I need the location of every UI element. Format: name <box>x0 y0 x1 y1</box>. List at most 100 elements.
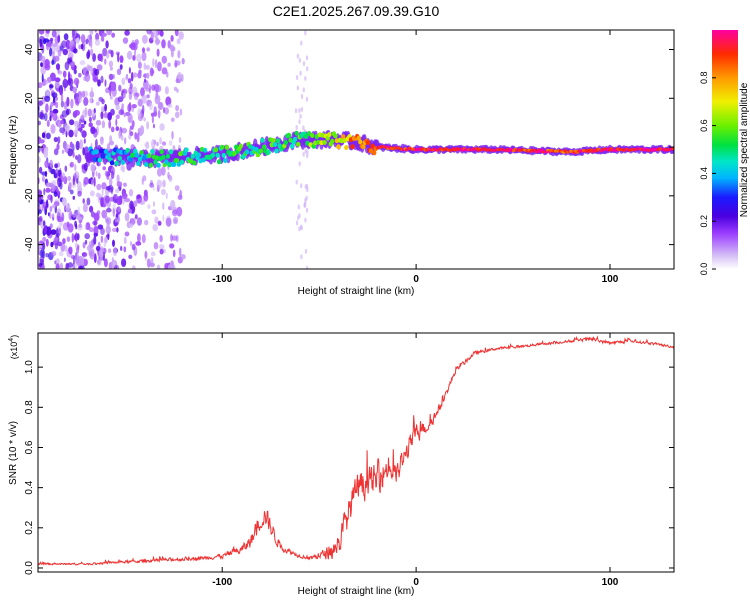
ridge-cell <box>148 162 154 168</box>
noise-speckle <box>46 199 49 208</box>
noise-speckle <box>90 48 94 56</box>
ridge-cell <box>159 149 164 155</box>
noise-speckle <box>139 125 145 135</box>
noise-speckle <box>169 265 175 269</box>
noise-speckle <box>95 138 98 149</box>
noise-speckle <box>90 38 93 49</box>
noise-speckle <box>136 194 141 199</box>
noise-speckle <box>63 257 66 262</box>
noise-speckle <box>70 98 74 109</box>
noise-speckle <box>134 132 138 140</box>
noise-speckle <box>96 258 102 266</box>
noise-speckle <box>86 197 91 206</box>
noise-speckle <box>75 140 80 151</box>
noise-speckle <box>123 236 127 245</box>
noise-speckle <box>72 175 75 186</box>
ridge-cell <box>92 157 98 163</box>
noise-speckle <box>153 106 157 115</box>
noise-speckle <box>69 189 74 195</box>
noise-speckle <box>124 212 130 222</box>
noise-speckle <box>108 120 112 129</box>
noise-speckle <box>51 92 58 98</box>
noise-speckle <box>64 165 68 172</box>
noise-speckle <box>80 34 86 44</box>
ridge-cell <box>261 144 267 150</box>
noise-speckle <box>303 202 307 208</box>
noise-speckle <box>95 32 100 42</box>
noise-speckle <box>100 235 104 243</box>
colorbar-tick-label: 0.8 <box>699 72 709 85</box>
noise-speckle <box>63 82 66 92</box>
noise-speckle <box>118 84 122 92</box>
noise-speckle <box>163 106 165 114</box>
y-tick-label: -20 <box>24 188 35 203</box>
noise-speckle <box>62 238 66 245</box>
noise-speckle <box>71 255 75 260</box>
noise-speckle <box>73 171 80 180</box>
noise-speckle <box>89 190 95 197</box>
noise-speckle <box>105 195 110 204</box>
noise-speckle <box>108 49 112 54</box>
snr-scale-label: (x104) <box>8 335 19 359</box>
noise-speckle <box>51 30 57 38</box>
noise-speckle <box>74 242 78 249</box>
noise-speckle <box>78 44 82 50</box>
noise-speckle <box>74 164 77 172</box>
ridge-cell <box>258 148 264 154</box>
noise-speckle <box>68 129 74 138</box>
x-tick-label: 0 <box>413 274 419 285</box>
noise-speckle <box>58 227 61 236</box>
noise-speckle <box>94 68 100 76</box>
noise-speckle <box>105 186 112 191</box>
noise-speckle <box>161 67 168 75</box>
noise-speckle <box>128 67 131 74</box>
noise-speckle <box>104 103 107 112</box>
noise-speckle <box>125 74 129 81</box>
noise-speckle <box>181 57 185 65</box>
noise-speckle <box>124 137 127 145</box>
noise-speckle <box>61 149 65 154</box>
noise-speckle <box>172 249 176 258</box>
ridge-cell <box>144 162 149 167</box>
ridge-cell <box>106 152 112 158</box>
noise-speckle <box>304 148 307 154</box>
noise-speckle <box>142 104 145 114</box>
ridge-cell <box>109 160 115 166</box>
noise-speckle <box>60 93 64 102</box>
noise-speckle <box>304 248 308 254</box>
noise-speckle <box>121 103 125 109</box>
noise-speckle <box>73 263 77 269</box>
noise-speckle <box>137 98 143 107</box>
colorbar-ticks: 0.0 0.2 0.4 0.6 0.8 <box>699 72 716 275</box>
noise-speckle <box>156 167 163 177</box>
noise-speckle <box>95 171 98 177</box>
noise-speckle <box>102 166 106 171</box>
noise-speckle <box>176 60 181 66</box>
ridge-cell <box>120 160 126 165</box>
noise-speckle <box>82 241 86 249</box>
noise-speckle <box>90 163 96 172</box>
noise-speckle <box>49 206 53 212</box>
noise-speckle <box>305 96 309 102</box>
noise-speckle <box>53 136 58 143</box>
noise-speckle <box>46 120 50 127</box>
noise-speckle <box>305 195 308 201</box>
noise-speckle <box>108 177 113 186</box>
noise-speckle <box>57 177 62 188</box>
noise-speckle <box>298 57 302 63</box>
ridge-cell <box>310 133 315 138</box>
noise-speckle <box>117 206 121 213</box>
noise-speckle <box>180 253 186 260</box>
noise-speckle <box>119 64 123 70</box>
noise-speckle <box>146 30 152 35</box>
noise-speckle <box>169 243 175 249</box>
noise-speckle <box>43 38 50 43</box>
noise-speckle <box>164 263 168 269</box>
noise-speckle <box>151 209 157 215</box>
noise-speckle <box>146 94 150 99</box>
noise-speckle <box>129 241 133 247</box>
noise-speckle <box>80 123 85 129</box>
noise-speckle <box>63 77 67 84</box>
noise-speckle <box>168 139 173 147</box>
noise-speckle <box>50 101 54 108</box>
